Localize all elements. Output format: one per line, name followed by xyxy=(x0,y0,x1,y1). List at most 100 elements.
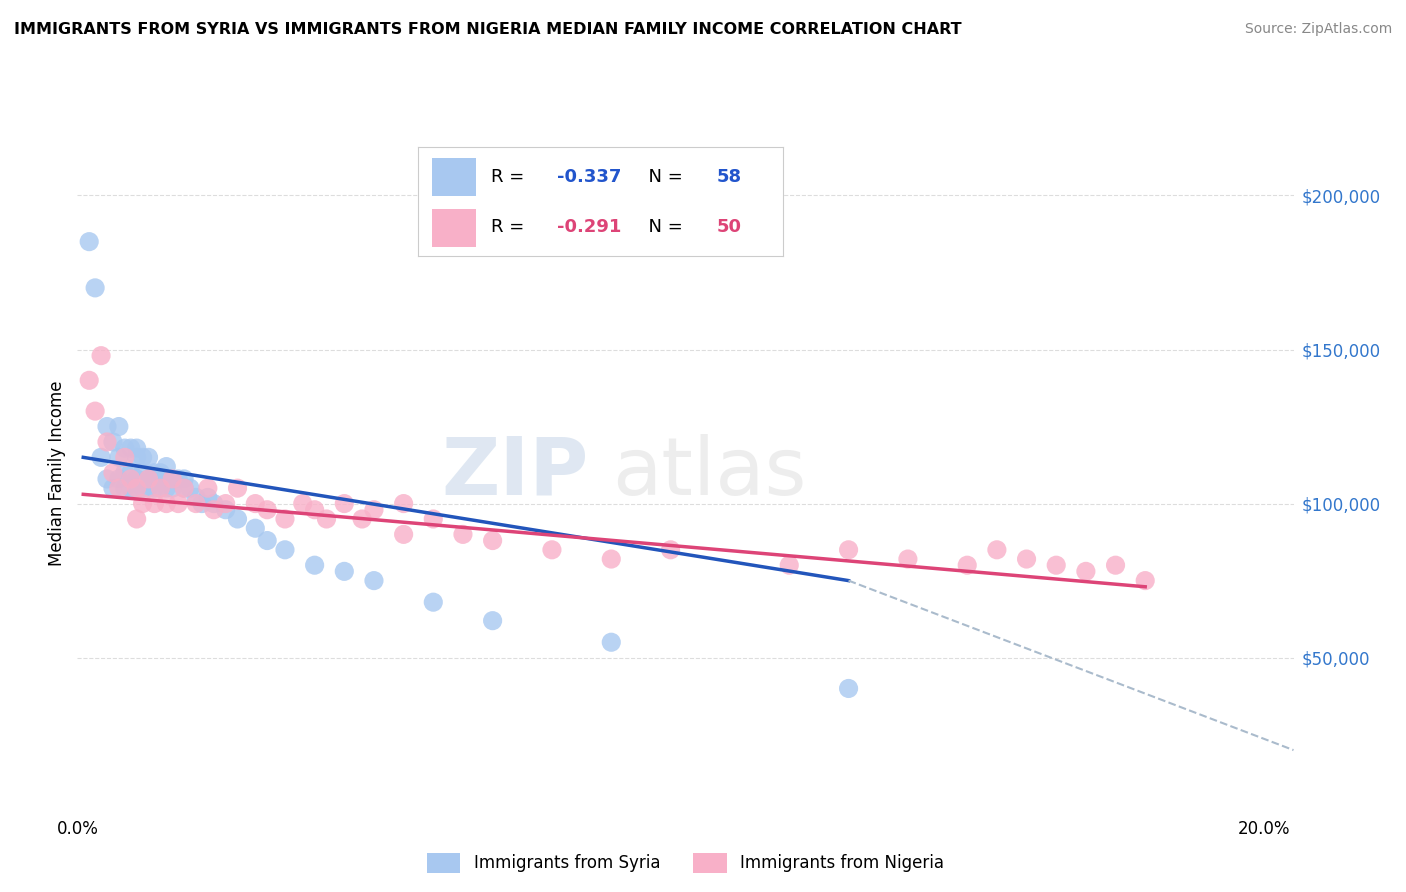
Point xyxy=(143,497,166,511)
Point xyxy=(84,404,107,418)
Point xyxy=(138,481,160,495)
Y-axis label: Median Family Income: Median Family Income xyxy=(48,380,66,566)
Point xyxy=(108,472,131,486)
Point xyxy=(214,502,236,516)
Point xyxy=(600,552,623,566)
Point xyxy=(131,497,153,511)
Point xyxy=(392,497,415,511)
Text: Source: ZipAtlas.com: Source: ZipAtlas.com xyxy=(1244,22,1392,37)
Point xyxy=(363,574,385,588)
Point xyxy=(90,450,112,465)
Point xyxy=(162,472,184,486)
Point xyxy=(149,466,172,480)
Point xyxy=(173,481,195,495)
Point xyxy=(1135,574,1157,588)
Point xyxy=(202,497,225,511)
Point xyxy=(167,472,190,486)
Point xyxy=(245,497,267,511)
Point xyxy=(125,481,148,495)
Point xyxy=(149,481,172,495)
Point xyxy=(451,527,474,541)
Text: atlas: atlas xyxy=(613,434,807,512)
Point xyxy=(659,542,682,557)
Point xyxy=(108,450,131,465)
Point xyxy=(422,595,444,609)
Point xyxy=(778,558,800,573)
Point xyxy=(1104,558,1126,573)
Point xyxy=(84,281,107,295)
Point xyxy=(167,497,190,511)
Point xyxy=(125,512,148,526)
Point xyxy=(173,481,195,495)
Point xyxy=(184,497,207,511)
Point xyxy=(120,466,142,480)
Point xyxy=(77,373,100,387)
Point xyxy=(304,558,326,573)
Point xyxy=(143,466,166,480)
Point xyxy=(481,614,503,628)
Point xyxy=(184,491,207,505)
Point xyxy=(155,497,177,511)
Point xyxy=(274,542,297,557)
Point xyxy=(108,419,131,434)
Point xyxy=(131,481,153,495)
Point xyxy=(162,481,184,495)
Point xyxy=(77,235,100,249)
Point xyxy=(90,349,112,363)
Point xyxy=(149,481,172,495)
Point xyxy=(125,450,148,465)
Point xyxy=(149,472,172,486)
Point xyxy=(197,481,219,495)
Point xyxy=(96,419,118,434)
Point xyxy=(245,521,267,535)
Point xyxy=(138,472,160,486)
Point xyxy=(96,472,118,486)
Point xyxy=(114,481,136,495)
Point xyxy=(155,472,177,486)
Point xyxy=(214,497,236,511)
Point xyxy=(179,481,201,495)
Point xyxy=(138,450,160,465)
Point xyxy=(600,635,623,649)
Point xyxy=(101,481,124,495)
Point xyxy=(191,497,214,511)
Point xyxy=(125,472,148,486)
Point xyxy=(125,441,148,455)
Point xyxy=(226,481,249,495)
Point xyxy=(291,497,314,511)
Legend: Immigrants from Syria, Immigrants from Nigeria: Immigrants from Syria, Immigrants from N… xyxy=(419,845,952,881)
Point xyxy=(1074,565,1097,579)
Point xyxy=(197,491,219,505)
Point xyxy=(125,472,148,486)
Point xyxy=(422,512,444,526)
Point xyxy=(114,441,136,455)
Point xyxy=(897,552,920,566)
Point xyxy=(333,497,356,511)
Point xyxy=(363,502,385,516)
Point xyxy=(120,481,142,495)
Point xyxy=(131,450,153,465)
Point xyxy=(101,434,124,449)
Point xyxy=(202,502,225,516)
Point xyxy=(120,441,142,455)
Point xyxy=(138,472,160,486)
Point xyxy=(96,434,118,449)
Point xyxy=(155,459,177,474)
Point xyxy=(838,542,860,557)
Text: IMMIGRANTS FROM SYRIA VS IMMIGRANTS FROM NIGERIA MEDIAN FAMILY INCOME CORRELATIO: IMMIGRANTS FROM SYRIA VS IMMIGRANTS FROM… xyxy=(14,22,962,37)
Point xyxy=(125,481,148,495)
Point xyxy=(274,512,297,526)
Point xyxy=(315,512,337,526)
Text: ZIP: ZIP xyxy=(441,434,588,512)
Point xyxy=(256,502,278,516)
Point xyxy=(838,681,860,696)
Point xyxy=(114,466,136,480)
Point xyxy=(143,472,166,486)
Point xyxy=(304,502,326,516)
Point xyxy=(173,472,195,486)
Point xyxy=(155,481,177,495)
Point xyxy=(162,472,184,486)
Point xyxy=(131,466,153,480)
Point xyxy=(120,472,142,486)
Point xyxy=(226,512,249,526)
